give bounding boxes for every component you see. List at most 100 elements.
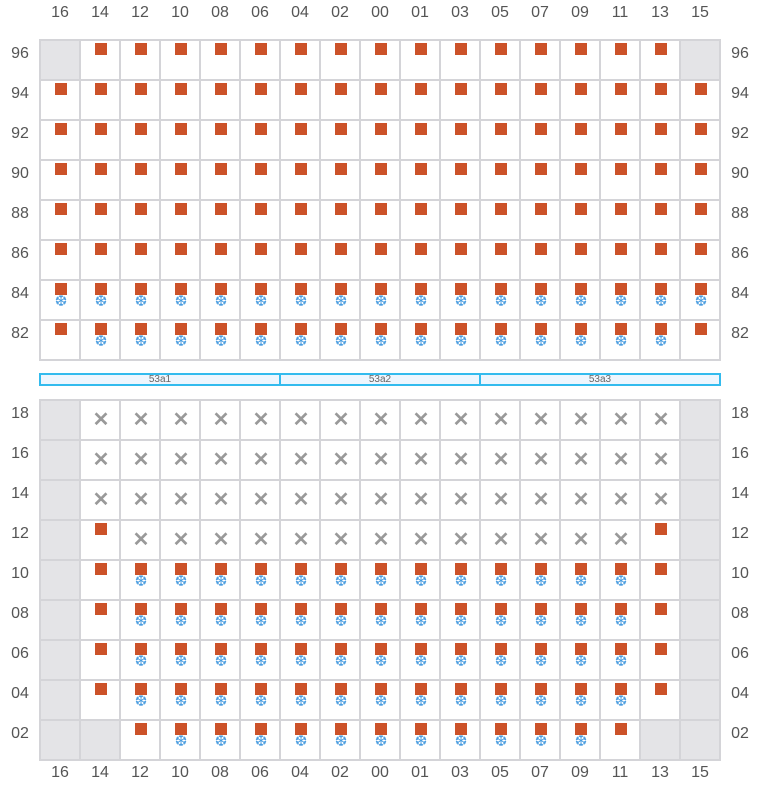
slot[interactable]: ❆ bbox=[400, 680, 440, 720]
slot[interactable]: ❆ bbox=[200, 720, 240, 760]
slot[interactable]: ✕ bbox=[600, 480, 640, 520]
slot[interactable] bbox=[440, 80, 480, 120]
slot[interactable]: ✕ bbox=[440, 400, 480, 440]
slot[interactable]: ❆ bbox=[640, 320, 680, 360]
slot[interactable] bbox=[320, 200, 360, 240]
slot[interactable] bbox=[320, 120, 360, 160]
slot[interactable]: ✕ bbox=[240, 440, 280, 480]
slot[interactable]: ✕ bbox=[200, 400, 240, 440]
slot[interactable]: ✕ bbox=[200, 440, 240, 480]
slot[interactable] bbox=[240, 120, 280, 160]
slot[interactable]: ✕ bbox=[320, 480, 360, 520]
slot[interactable] bbox=[480, 160, 520, 200]
slot[interactable]: ❆ bbox=[520, 600, 560, 640]
slot[interactable] bbox=[600, 160, 640, 200]
slot[interactable]: ✕ bbox=[480, 520, 520, 560]
slot[interactable]: ❆ bbox=[560, 640, 600, 680]
slot[interactable]: ❆ bbox=[600, 280, 640, 320]
slot[interactable] bbox=[360, 240, 400, 280]
slot[interactable]: ❆ bbox=[560, 680, 600, 720]
slot[interactable] bbox=[120, 80, 160, 120]
slot[interactable] bbox=[640, 160, 680, 200]
slot[interactable] bbox=[400, 160, 440, 200]
slot[interactable]: ❆ bbox=[560, 600, 600, 640]
slot[interactable] bbox=[440, 40, 480, 80]
slot[interactable] bbox=[40, 200, 80, 240]
slot[interactable] bbox=[240, 80, 280, 120]
slot[interactable]: ✕ bbox=[600, 520, 640, 560]
slot[interactable]: ❆ bbox=[480, 720, 520, 760]
slot[interactable]: ❆ bbox=[480, 320, 520, 360]
slot[interactable]: ✕ bbox=[360, 480, 400, 520]
slot[interactable] bbox=[120, 240, 160, 280]
slot[interactable]: ✕ bbox=[280, 400, 320, 440]
slot[interactable]: ❆ bbox=[520, 680, 560, 720]
slot[interactable] bbox=[200, 160, 240, 200]
slot[interactable]: ❆ bbox=[360, 280, 400, 320]
slot[interactable]: ❆ bbox=[600, 600, 640, 640]
slot[interactable] bbox=[680, 240, 720, 280]
slot[interactable]: ✕ bbox=[400, 440, 440, 480]
slot[interactable]: ❆ bbox=[520, 560, 560, 600]
slot[interactable] bbox=[560, 80, 600, 120]
slot[interactable]: ❆ bbox=[600, 560, 640, 600]
slot[interactable]: ✕ bbox=[120, 520, 160, 560]
slot[interactable] bbox=[240, 40, 280, 80]
slot[interactable]: ✕ bbox=[160, 440, 200, 480]
slot[interactable] bbox=[40, 80, 80, 120]
slot[interactable] bbox=[80, 120, 120, 160]
slot[interactable]: ❆ bbox=[320, 640, 360, 680]
slot[interactable]: ❆ bbox=[480, 640, 520, 680]
slot[interactable]: ❆ bbox=[680, 280, 720, 320]
slot[interactable]: ✕ bbox=[480, 480, 520, 520]
slot[interactable] bbox=[680, 80, 720, 120]
slot[interactable]: ❆ bbox=[160, 640, 200, 680]
slot[interactable]: ❆ bbox=[120, 320, 160, 360]
slot[interactable] bbox=[200, 200, 240, 240]
slot[interactable]: ✕ bbox=[320, 520, 360, 560]
slot[interactable]: ✕ bbox=[320, 440, 360, 480]
slot[interactable]: ✕ bbox=[240, 480, 280, 520]
slot[interactable]: ✕ bbox=[160, 400, 200, 440]
slot[interactable] bbox=[680, 320, 720, 360]
slot[interactable] bbox=[360, 200, 400, 240]
slot[interactable]: ❆ bbox=[200, 680, 240, 720]
slot[interactable] bbox=[160, 160, 200, 200]
slot[interactable]: ❆ bbox=[120, 600, 160, 640]
slot[interactable]: ✕ bbox=[640, 400, 680, 440]
slot[interactable] bbox=[640, 560, 680, 600]
slot[interactable] bbox=[400, 80, 440, 120]
slot[interactable]: ❆ bbox=[400, 280, 440, 320]
slot[interactable] bbox=[280, 120, 320, 160]
slot[interactable] bbox=[200, 40, 240, 80]
slot[interactable]: ❆ bbox=[120, 680, 160, 720]
slot[interactable]: ❆ bbox=[160, 320, 200, 360]
slot[interactable] bbox=[360, 160, 400, 200]
slot[interactable]: ❆ bbox=[440, 680, 480, 720]
slot[interactable]: ✕ bbox=[600, 400, 640, 440]
slot[interactable] bbox=[680, 200, 720, 240]
slot[interactable]: ❆ bbox=[240, 720, 280, 760]
slot[interactable]: ❆ bbox=[440, 640, 480, 680]
slot[interactable] bbox=[640, 520, 680, 560]
slot[interactable] bbox=[160, 200, 200, 240]
slot[interactable]: ✕ bbox=[520, 440, 560, 480]
slot[interactable]: ✕ bbox=[480, 440, 520, 480]
slot[interactable] bbox=[640, 600, 680, 640]
slot[interactable] bbox=[480, 240, 520, 280]
slot[interactable] bbox=[480, 40, 520, 80]
slot[interactable]: ✕ bbox=[440, 480, 480, 520]
slot[interactable]: ❆ bbox=[440, 280, 480, 320]
slot[interactable]: ✕ bbox=[200, 520, 240, 560]
slot[interactable]: ❆ bbox=[560, 320, 600, 360]
slot[interactable]: ✕ bbox=[80, 480, 120, 520]
slot[interactable]: ❆ bbox=[160, 280, 200, 320]
slot[interactable]: ✕ bbox=[640, 440, 680, 480]
slot[interactable] bbox=[400, 40, 440, 80]
slot[interactable]: ❆ bbox=[600, 640, 640, 680]
slot[interactable]: ❆ bbox=[160, 560, 200, 600]
slot[interactable] bbox=[600, 120, 640, 160]
slot[interactable] bbox=[120, 720, 160, 760]
slot[interactable] bbox=[480, 80, 520, 120]
slot[interactable]: ❆ bbox=[520, 720, 560, 760]
